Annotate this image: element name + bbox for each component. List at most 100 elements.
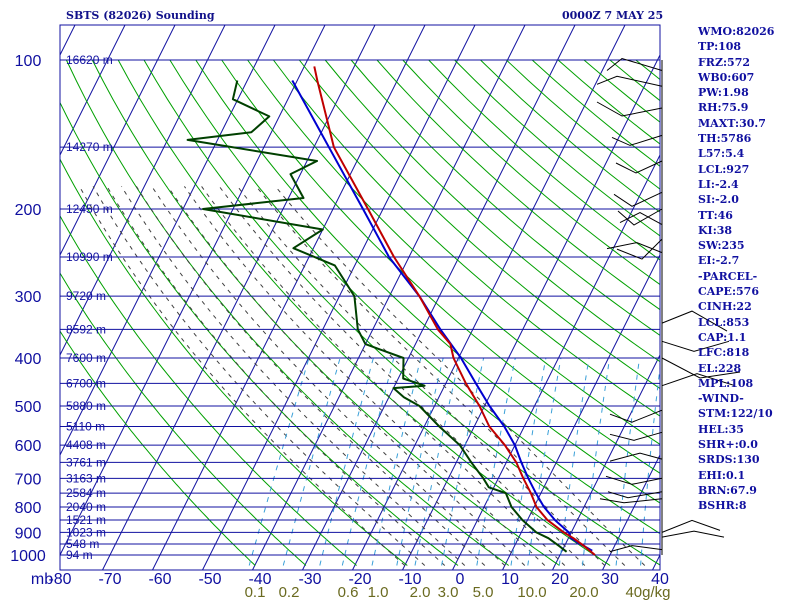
- index-item: SW:235: [698, 239, 745, 253]
- pressure-tick-label: 100: [15, 53, 42, 70]
- dewpoint-profile: [186, 80, 568, 553]
- temperature-tick-label: -10: [398, 571, 421, 588]
- mixing-ratio-label: 20.0: [569, 584, 598, 600]
- mixing-ratio-label: 10.0: [517, 584, 546, 600]
- dry-adiabat-line: [143, 59, 660, 566]
- index-item: TH:5786: [698, 132, 752, 146]
- isotherm-line: [252, 25, 526, 570]
- index-item: BRN:67.9: [698, 483, 757, 497]
- moist-adiabat-line: [255, 186, 626, 566]
- index-item: STM:122/10: [698, 407, 773, 421]
- isotherm-line: [452, 153, 660, 570]
- index-item: TT:46: [698, 208, 733, 222]
- temperature-tick-label: -20: [348, 571, 371, 588]
- index-item: LCL:927: [698, 162, 750, 176]
- wind-barb: [661, 373, 736, 387]
- index-item: FRZ:572: [698, 55, 751, 69]
- index-item: SI:-2.0: [698, 193, 739, 207]
- dry-adiabat-line: [324, 59, 660, 363]
- wind-barb: [616, 238, 663, 260]
- height-label: 1023 m: [66, 525, 106, 539]
- index-item: -WIND-: [698, 392, 744, 406]
- height-label: 94 m: [66, 548, 93, 562]
- index-item: TP:108: [698, 40, 742, 54]
- pressure-tick-label: 200: [15, 202, 42, 219]
- mixing-ratio-line: [319, 357, 374, 566]
- temperature-tick-label: 0: [456, 571, 465, 588]
- height-label: 548 m: [66, 537, 99, 551]
- isotherm-line: [302, 25, 576, 570]
- pressure-tick-label: 500: [15, 399, 42, 416]
- moist-adiabat-line: [183, 186, 546, 566]
- mixing-ratio-line: [371, 357, 422, 566]
- wind-barb: [606, 242, 663, 254]
- wind-barb: [661, 340, 730, 352]
- wind-barb: [615, 160, 663, 174]
- isotherm-line: [402, 53, 660, 570]
- dry-adiabat-line: [169, 59, 660, 535]
- mixing-ratio-line: [282, 357, 341, 566]
- moist-adiabat-line: [167, 186, 526, 566]
- temperature-tick-label: -30: [298, 571, 321, 588]
- mixing-ratio-label: 0.2: [279, 584, 300, 600]
- index-item: WB0:607: [698, 70, 755, 84]
- wind-barb: [605, 475, 663, 485]
- moist-adiabat-line: [121, 186, 466, 566]
- index-item: PW:1.98: [698, 86, 749, 100]
- index-item: L57:5.4: [698, 147, 745, 161]
- index-item: HEL:35: [698, 422, 744, 436]
- wind-barb: [609, 409, 663, 423]
- height-label: 10990 m: [66, 250, 113, 264]
- mixing-ratio-line: [476, 357, 516, 566]
- dry-adiabat-line: [117, 59, 611, 566]
- pressure-tick-label: 800: [15, 500, 42, 517]
- moist-adiabat-line: [237, 186, 606, 566]
- isotherm-line: [202, 25, 476, 570]
- temperature-tick-label: 20: [551, 571, 569, 588]
- dry-adiabat-line: [273, 59, 660, 417]
- mixing-ratio-label: 0.6: [338, 584, 359, 600]
- height-label: 8592 m: [66, 322, 106, 336]
- moist-adiabat-line: [151, 186, 506, 566]
- pressure-tick-label: 300: [15, 289, 42, 306]
- pressure-tick-label: 600: [15, 438, 42, 455]
- index-item: SRDS:130: [698, 453, 760, 467]
- height-label: 2584 m: [66, 486, 106, 500]
- sounding-title: SBTS (82026) Sounding: [66, 9, 215, 22]
- index-item: EI:-2.7: [698, 254, 740, 268]
- mixing-ratio-line: [414, 357, 461, 566]
- isobars: [59, 24, 661, 571]
- index-item: RH:75.9: [698, 101, 749, 115]
- pressure-tick-label: 900: [15, 525, 42, 542]
- temperature-tick-label: 40: [651, 571, 669, 588]
- dry-adiabat-line: [65, 59, 509, 566]
- temperature-tick-label: -60: [148, 571, 171, 588]
- isotherm-line: [552, 353, 660, 570]
- pressure-tick-label: 400: [15, 351, 42, 368]
- index-item: CINH:22: [698, 300, 752, 314]
- height-label: 2040 m: [66, 500, 106, 514]
- height-label: 5880 m: [66, 399, 106, 413]
- temperature-tick-label: 10: [501, 571, 519, 588]
- valid-time: 0000Z 7 MAY 25: [562, 9, 664, 22]
- pressure-unit-label: mb: [31, 571, 53, 588]
- isotherm-line: [60, 25, 176, 257]
- height-label: 9720 m: [66, 289, 106, 303]
- temperature-tick-label: 30: [601, 571, 619, 588]
- mixing-ratio-line: [582, 357, 611, 566]
- wind-barb: [661, 519, 721, 533]
- mixing-ratio-line: [527, 357, 562, 566]
- isotherm-line: [102, 25, 376, 570]
- temperature-tick-label: -70: [98, 571, 121, 588]
- wind-barb: [596, 75, 663, 87]
- wind-barb: [599, 498, 663, 504]
- wind-barb: [661, 357, 741, 379]
- mixing-ratio-label: 40g/kg: [625, 584, 670, 600]
- height-label: 1521 m: [66, 513, 106, 527]
- dry-adiabat-line: [60, 158, 408, 566]
- index-item: SHR+:0.0: [698, 438, 758, 452]
- index-item: LFC:818: [698, 346, 750, 360]
- moist-adiabat-line: [106, 186, 446, 566]
- profiles: [186, 66, 596, 556]
- isotherm-line: [60, 25, 276, 457]
